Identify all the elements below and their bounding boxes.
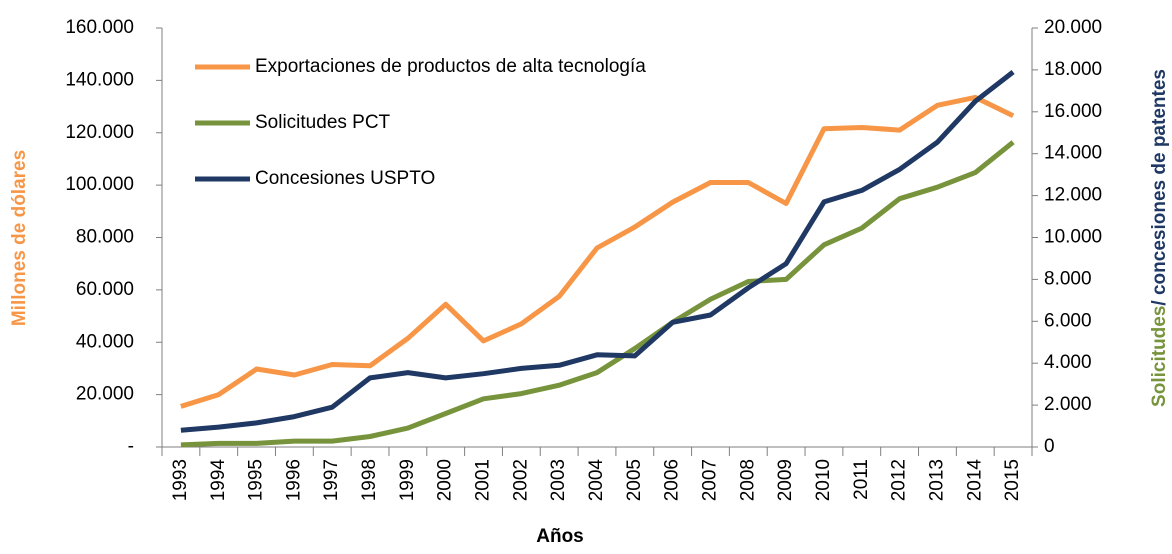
x-tick-label: 2004 — [586, 459, 607, 502]
y-tick-label: 100.000 — [65, 174, 134, 195]
series-line — [180, 140, 1015, 448]
x-tick-label: 1996 — [283, 459, 304, 501]
y-tick-label: 80.000 — [76, 227, 134, 248]
x-tick-label: 2003 — [548, 459, 569, 501]
y-tick-label: 160.000 — [65, 17, 134, 38]
x-tick-label: 2012 — [889, 459, 910, 501]
y-axis-label: Millones de dólares — [9, 150, 30, 326]
x-tick-label: 1999 — [397, 459, 418, 501]
x-tick-label: 1995 — [246, 459, 267, 501]
legend-label: Solicitudes PCT — [255, 112, 391, 133]
legend-label: Exportaciones de productos de alta tecno… — [255, 56, 646, 77]
y2-label-part: / concesiones de patentes — [1149, 69, 1170, 306]
y2-tick-label: 10.000 — [1044, 227, 1102, 248]
x-tick-label: 2005 — [624, 459, 645, 501]
y2-tick-label: 2.000 — [1044, 394, 1092, 415]
x-tick-label: 2010 — [813, 459, 834, 501]
x-tick-label: 1998 — [359, 459, 380, 501]
y2-tick-label: 12.000 — [1044, 185, 1102, 206]
y-tick-label: 60.000 — [76, 279, 134, 300]
y2-tick-label: 20.000 — [1044, 17, 1102, 38]
y2-tick-label: 14.000 — [1044, 143, 1102, 164]
legend-label: Concesiones USPTO — [255, 168, 435, 189]
y2-tick-label: 16.000 — [1044, 101, 1102, 122]
y2-tick-label: 18.000 — [1044, 59, 1102, 80]
y-tick-label: 40.000 — [76, 331, 134, 352]
series-line — [180, 70, 1015, 433]
x-tick-label: 2013 — [926, 459, 947, 501]
y2-tick-label: 6.000 — [1044, 310, 1092, 331]
x-tick-label: 2011 — [851, 459, 872, 500]
y2-label-part: Solicitudes — [1149, 306, 1170, 407]
x-tick-label: 2001 — [473, 459, 494, 501]
x-tick-label: 2007 — [699, 459, 720, 501]
x-tick-label: 2015 — [1002, 459, 1023, 501]
series-line — [180, 94, 1015, 409]
y-tick-label: 120.000 — [65, 122, 134, 143]
x-tick-label: 2002 — [510, 459, 531, 501]
y2-tick-label: 8.000 — [1044, 268, 1092, 289]
x-tick-label: 1997 — [321, 459, 342, 501]
x-tick-label: 2006 — [662, 459, 683, 501]
y2-axis-label: Solicitudes/ concesiones de patentes — [1149, 69, 1170, 407]
x-tick-label: 1993 — [170, 459, 191, 501]
x-axis-label: Años — [536, 526, 584, 547]
y2-tick-label: 4.000 — [1044, 352, 1092, 373]
y-tick-label: 140.000 — [65, 69, 134, 90]
x-tick-label: 2000 — [435, 459, 456, 501]
y-tick-label: - — [128, 436, 134, 457]
y2-tick-label: 0 — [1044, 436, 1055, 457]
x-tick-label: 2009 — [775, 459, 796, 501]
x-tick-label: 1994 — [208, 459, 229, 502]
y-tick-label: 20.000 — [76, 384, 134, 405]
x-tick-label: 2014 — [964, 459, 985, 502]
x-tick-label: 2008 — [737, 459, 758, 501]
